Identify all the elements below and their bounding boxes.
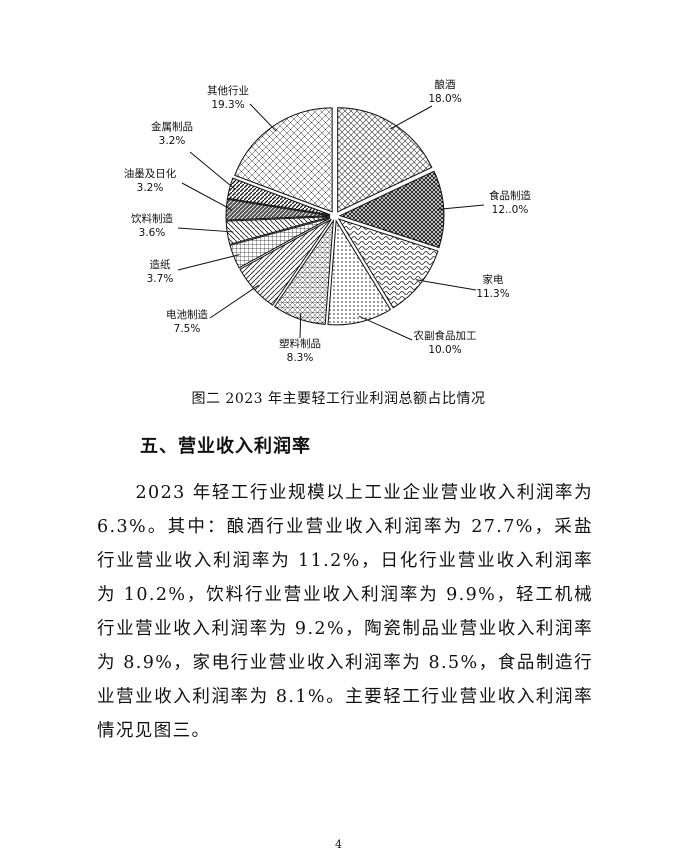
pie-slice: [225, 216, 331, 245]
leader-line: [437, 204, 485, 210]
pie-slice: [234, 107, 333, 213]
value-label: 8.3%: [287, 352, 314, 364]
page-number: 4: [335, 838, 342, 851]
leader-line: [299, 313, 302, 339]
value-label: 3.2%: [159, 135, 186, 147]
leader-line: [415, 279, 477, 291]
slice-label: 其他行业: [207, 84, 249, 97]
pie-slice: [337, 107, 433, 213]
slice-label: 油墨及日化: [124, 167, 177, 180]
slice-label: 农副食品加工: [414, 329, 477, 342]
value-label: 7.5%: [174, 323, 201, 335]
slice-label: 酿酒: [435, 78, 456, 91]
slice-label: 食品制造: [489, 189, 531, 202]
leader-line: [358, 315, 413, 341]
pie-slice: [225, 198, 331, 221]
value-label: 12..0%: [492, 204, 529, 216]
value-label: 18.0%: [428, 93, 461, 105]
pie-slice: [273, 218, 334, 325]
slice-label: 塑料制品: [279, 337, 321, 350]
value-label: 3.7%: [147, 273, 174, 285]
slice-label: 饮料制造: [131, 212, 173, 225]
section-heading: 五、营业收入利润率: [140, 436, 311, 457]
value-label: 10.0%: [428, 344, 461, 356]
slice-label: 家电: [483, 273, 504, 286]
leader-line: [189, 151, 236, 191]
leader-line: [181, 182, 233, 211]
leader-line: [249, 103, 277, 132]
value-label: 19.3%: [211, 99, 244, 111]
leader-line: [389, 105, 433, 130]
leader-line: [177, 227, 234, 233]
paragraph: 2023 年轻工行业规模以上工业企业营业收入利润率为 6.3%。其中：酿酒行业营…: [97, 483, 593, 741]
value-label: 3.2%: [137, 182, 164, 194]
pie-chart: 酿酒 18.0% 食品制造 12..0% 家电 11.3% 农副食品加工 10.0% 塑料制品 8…: [124, 78, 532, 364]
pie-slice: [239, 218, 332, 306]
pie-slice: [229, 217, 331, 269]
leader-line: [209, 284, 259, 319]
pie-slice: [327, 219, 392, 326]
value-label: 11.3%: [476, 288, 509, 300]
slice-label: 造纸: [150, 258, 171, 271]
figure-caption: 图二 2023 年主要轻工行业利润总额占比情况: [191, 391, 486, 407]
pie-slice: [337, 218, 439, 309]
slice-label: 电池制造: [166, 308, 208, 321]
value-label: 3.6%: [139, 227, 166, 239]
pie-slice: [226, 177, 331, 216]
slice-label: 金属制品: [151, 120, 193, 133]
leader-line: [177, 254, 240, 271]
